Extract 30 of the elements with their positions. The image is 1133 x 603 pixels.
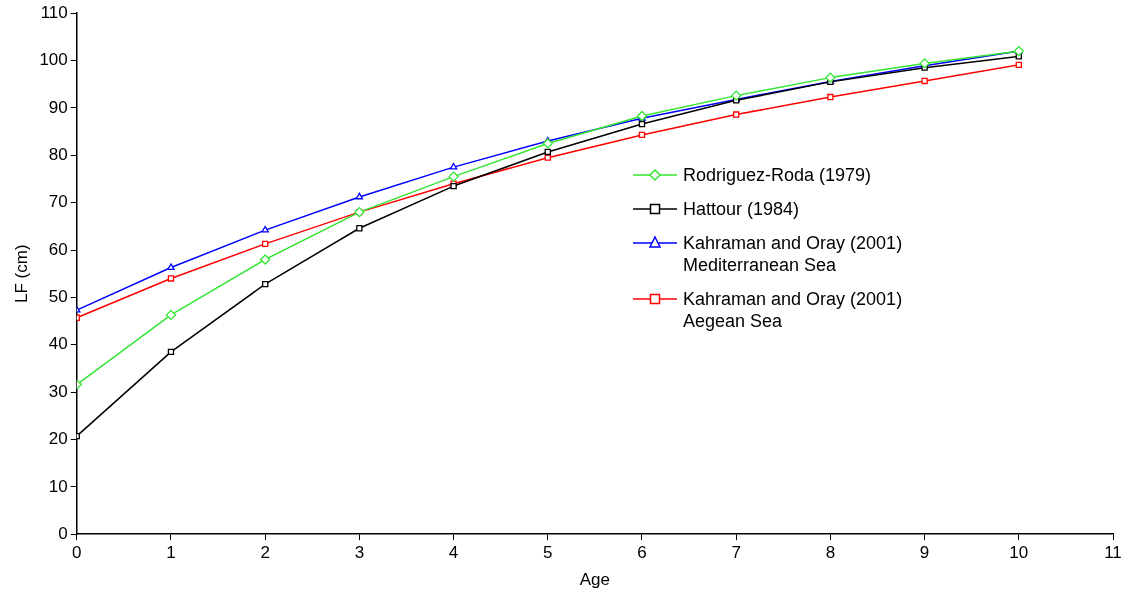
y-tick-label: 40 (48, 334, 68, 354)
x-tick-label: 3 (354, 543, 365, 563)
x-tick-label: 6 (637, 543, 647, 563)
x-tick-label: 10 (1009, 543, 1029, 563)
y-tick-label: 110 (40, 2, 68, 22)
x-tick-label: 2 (260, 543, 270, 563)
legend-label: Rodriguez-Roda (1979) (683, 163, 872, 186)
legend-label: Kahraman and Oray (2001) Mediterranean Sea (683, 231, 903, 276)
y-tick-label: 50 (48, 287, 68, 307)
y-tick-label: 70 (48, 192, 68, 212)
legend-label: Kahraman and Oray (2001) Aegean Sea (683, 287, 903, 332)
y-tick-label: 100 (39, 50, 68, 70)
y-axis-title: LF (cm) (11, 244, 31, 303)
x-tick-label: 5 (543, 543, 553, 563)
y-tick-label: 30 (48, 381, 68, 401)
y-tick-label: 80 (48, 144, 68, 164)
x-tick-label: 0 (72, 543, 82, 563)
legend-label: Hattour (1984) (683, 197, 800, 220)
y-tick-label: 10 (48, 476, 68, 496)
x-tick-label: 11 (1104, 543, 1122, 563)
x-tick-label: 4 (448, 543, 459, 563)
y-tick-label: 20 (48, 429, 68, 449)
x-axis-title: Age (579, 570, 611, 590)
y-tick-label: 60 (48, 239, 68, 259)
x-tick-label: 1 (166, 543, 176, 563)
y-tick-label: 0 (58, 523, 68, 543)
x-tick-label: 9 (919, 543, 930, 563)
x-tick-label: 8 (825, 543, 836, 563)
x-tick-label: 7 (731, 543, 741, 563)
y-tick-label: 90 (48, 97, 68, 117)
